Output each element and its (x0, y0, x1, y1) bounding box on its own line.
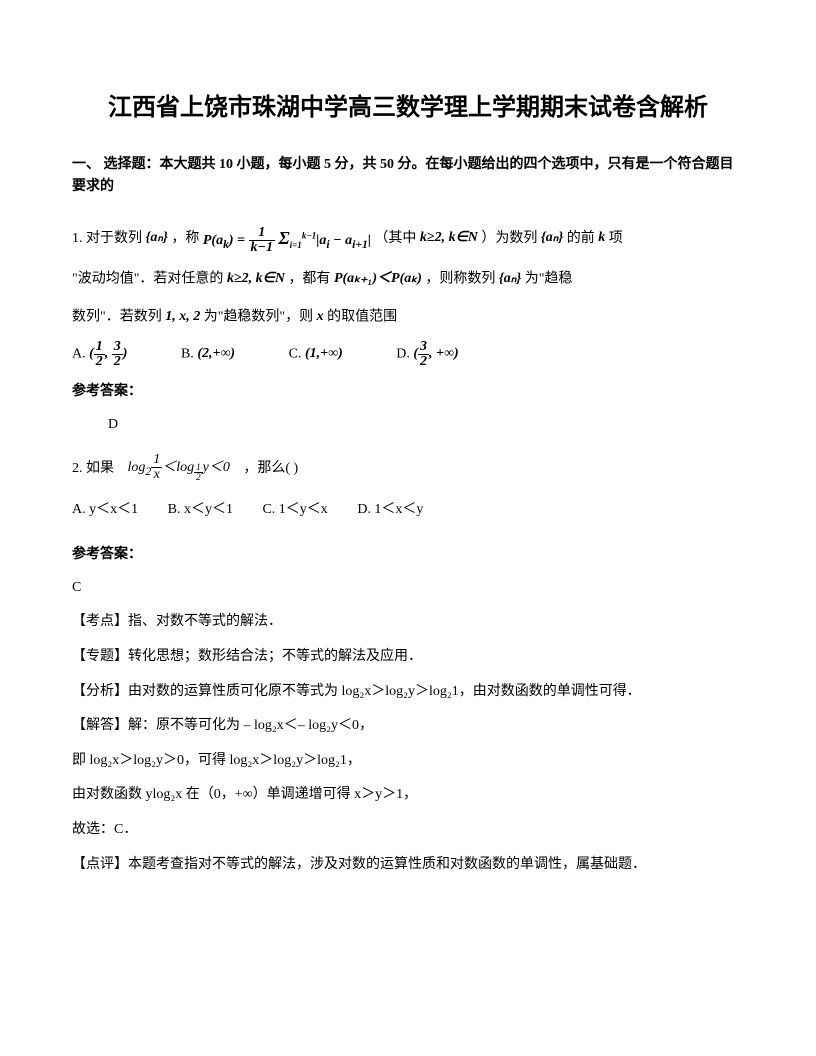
opt-d: (32, +∞) (413, 339, 458, 370)
q2-text: 如果 (86, 461, 114, 476)
question-1: 1. 对于数列 {aₙ} ，称 P(ak) = 1k−1 Σi=1k−1|ai … (72, 219, 744, 437)
q1-text: （其中 (374, 231, 416, 246)
page-title: 江西省上饶市珠湖中学高三数学理上学期期末试卷含解析 (72, 90, 744, 126)
opt-c: (1,+∞) (305, 339, 343, 370)
jieda1: 解：原不等可化为 – log₂x＜– log₂y＜0， (128, 718, 373, 733)
jieda4: 故选：C． (72, 817, 744, 844)
kaodian: 指、对数不等式的解法． (128, 614, 282, 629)
q1-ineq: P(aₖ₊₁)＜P(aₖ) (334, 264, 422, 295)
jieda-label: 【解答】 (72, 718, 128, 733)
dianping: 本题考查指对不等式的解法，涉及对数的运算性质和对数函数的单调性，属基础题． (128, 857, 646, 872)
opt-a-label: A. (72, 347, 86, 362)
q1-seq: {aₙ} (499, 264, 521, 295)
opt-c-label: C. (289, 347, 302, 362)
q2-formula: log21x＜log12y＜0 (128, 453, 230, 484)
q1-text: ）为数列 (481, 231, 537, 246)
q2-text: ，那么( ) (243, 461, 298, 476)
jieda2: 即 log₂x＞log₂y＞0，可得 log₂x＞log₂y＞log₂1， (72, 748, 744, 775)
opt-b-label: B. (181, 347, 194, 362)
q1-formula: P(ak) = 1k−1 Σi=1k−1|ai − ai+1| (203, 219, 371, 259)
q1-seq: {aₙ} (146, 223, 168, 254)
q1-text: ，都有 (288, 272, 330, 287)
kaodian-label: 【考点】 (72, 614, 128, 629)
q1-x: x (317, 302, 324, 333)
zhuanti: 转化思想；数形结合法；不等式的解法及应用． (128, 649, 422, 664)
section-header: 一、 选择题：本大题共 10 小题，每小题 5 分，共 50 分。在每小题给出的… (72, 154, 744, 199)
q1-text: 为"趋稳数列"，则 (204, 309, 313, 324)
q1-text: 对于数列 (86, 231, 142, 246)
q1-num: 1. (72, 231, 83, 246)
q1-text: 的前 (567, 231, 595, 246)
opt-c: C. 1＜y＜x (262, 502, 327, 517)
opt-b: B. x＜y＜1 (168, 502, 233, 517)
opt-a: A. y＜x＜1 (72, 502, 138, 517)
fenxi: 由对数的运算性质可化原不等式为 log₂x＞log₂y＞log₂1，由对数函数的… (128, 684, 641, 699)
q1-answer: D (108, 412, 744, 437)
q1-answer-label: 参考答案： (72, 379, 744, 404)
q1-text: "波动均值"．若对任意的 (72, 272, 223, 287)
q1-seq4: 1, x, 2 (165, 302, 200, 333)
q1-text: ，称 (171, 231, 199, 246)
zhuanti-label: 【专题】 (72, 649, 128, 664)
q1-cond: k≥2, k∈N (420, 223, 478, 254)
dianping-label: 【点评】 (72, 857, 128, 872)
q2-answer: C (72, 575, 744, 602)
q1-k: k (598, 223, 605, 254)
q2-options: A. y＜x＜1 B. x＜y＜1 C. 1＜y＜x D. 1＜x＜y (72, 495, 744, 526)
q1-options: A. (12, 32) B. (2,+∞) C. (1,+∞) D. (32, … (72, 339, 744, 370)
opt-d-label: D. (396, 347, 410, 362)
question-2: 2. 如果 log21x＜log12y＜0 ，那么( ) A. y＜x＜1 B.… (72, 453, 744, 878)
fenxi-label: 【分析】 (72, 684, 128, 699)
q1-text: 项 (609, 231, 623, 246)
q1-text: 的取值范围 (327, 309, 397, 324)
q2-num: 2. (72, 461, 83, 476)
opt-d: D. 1＜x＜y (357, 502, 423, 517)
q1-cond: k≥2, k∈N (227, 264, 285, 295)
q1-text: 为"趋稳 (525, 272, 573, 287)
opt-a: (12, 32) (89, 339, 127, 370)
q1-seq: {aₙ} (541, 223, 563, 254)
q1-text: 数列"．若数列 (72, 309, 162, 324)
jieda3: 由对数函数 ylog₂x 在（0，+∞）单调递增可得 x＞y＞1， (72, 782, 744, 809)
opt-b: (2,+∞) (197, 339, 235, 370)
q2-answer-label: 参考答案： (72, 542, 744, 567)
q1-text: ，则称数列 (425, 272, 495, 287)
